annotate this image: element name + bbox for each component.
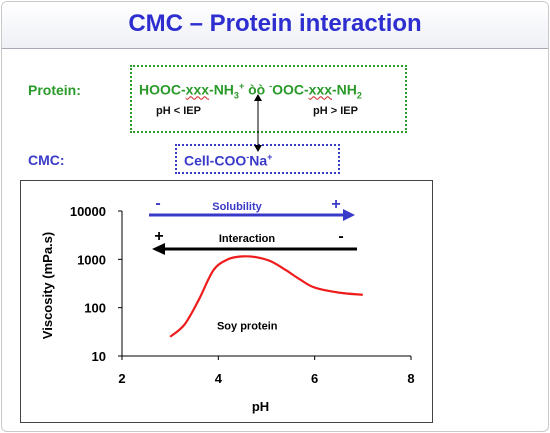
solubility-label: Solubility [212,201,262,213]
y-tick-label: 10 [92,349,106,364]
soy-protein-curve [169,255,363,338]
y-axis-label: Viscosity (mPa.s) [40,232,55,339]
cmc-label: CMC: [28,152,65,168]
chart-frame [20,180,433,423]
y-tick-label: 10000 [70,204,106,219]
condition-low: pH < IEP [156,105,201,117]
protein-label: Protein: [28,82,81,98]
interaction-arrowhead [152,243,165,255]
cmc-formula: Cell-COO-Na+ [184,152,273,169]
protein-dotted-box [130,65,407,133]
interaction-minus: - [338,228,343,245]
solubility-arrowhead [343,209,355,221]
interaction-label: Interaction [219,233,276,245]
protein-formula: HOOC-xxx-NH3+ òò -OOC-xxx-NH2 [139,81,362,101]
x-axis-label: pH [252,399,269,414]
solubility-plus: + [331,196,340,213]
x-tick-label: 4 [215,371,223,386]
title-band [2,2,548,49]
x-tick-label: 2 [118,371,125,386]
x-tick-label: 6 [311,371,318,386]
x-tick-label: 8 [407,371,414,386]
y-tick-label: 100 [84,301,106,316]
condition-high: pH > IEP [313,105,358,117]
series-label: Soy protein [217,321,278,333]
interaction-plus: + [154,228,163,245]
interaction-double-arrow [254,94,262,152]
y-tick-label: 1000 [77,252,106,267]
solubility-minus: - [155,195,160,212]
viscosity-chart: 2 4 6 8 10 100 1000 10000 pH Viscosity (mPa.s) - S… [40,195,415,414]
slide-title: CMC – Protein interaction [128,10,422,37]
